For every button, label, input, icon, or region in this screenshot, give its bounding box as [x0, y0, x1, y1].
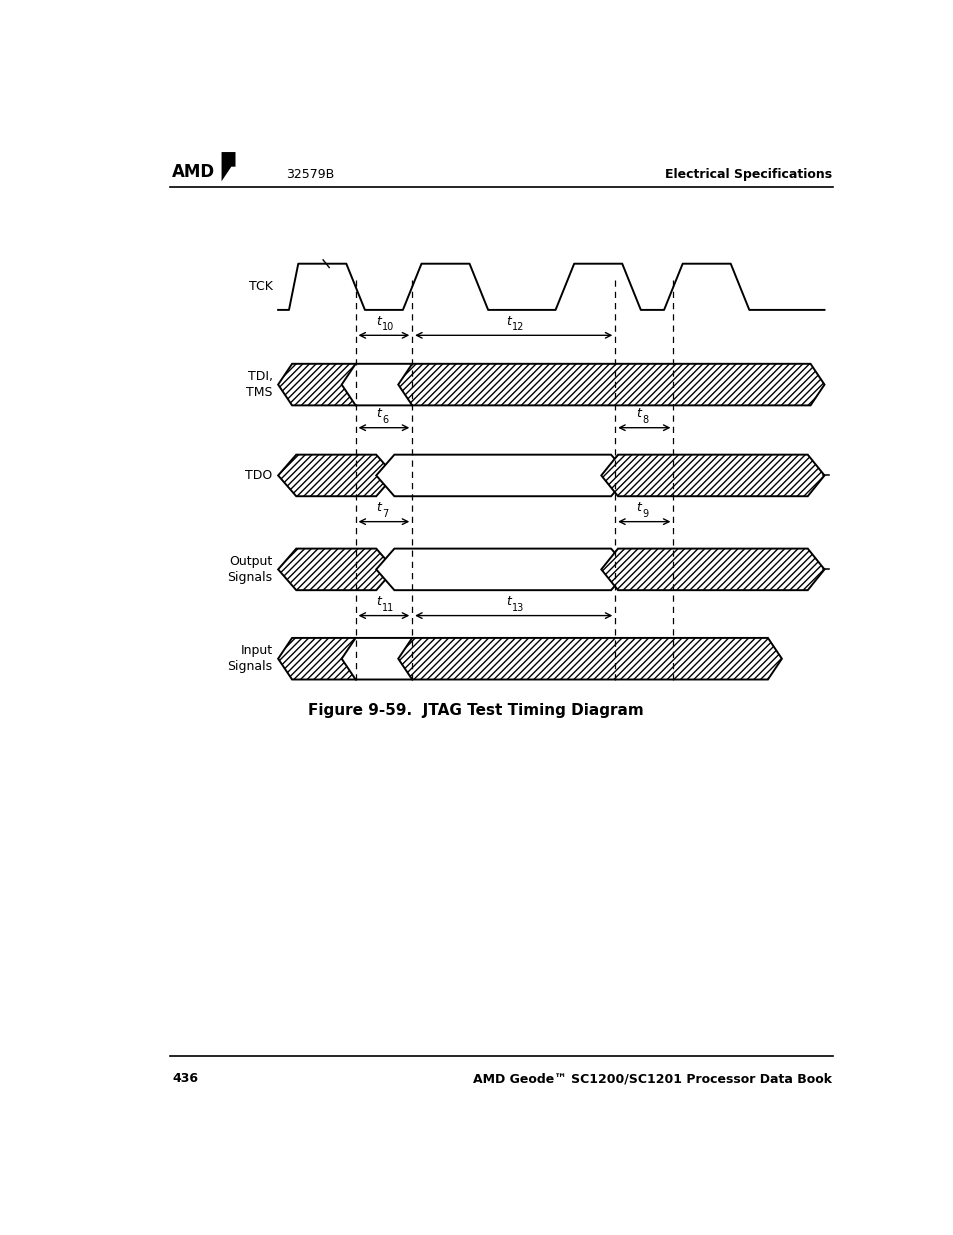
Text: t: t — [636, 408, 640, 420]
Polygon shape — [278, 454, 394, 496]
Polygon shape — [278, 638, 369, 679]
Text: 10: 10 — [382, 322, 395, 332]
Text: t: t — [505, 315, 510, 327]
Polygon shape — [278, 548, 394, 590]
Polygon shape — [375, 548, 629, 590]
Polygon shape — [397, 638, 781, 679]
Text: t: t — [636, 501, 640, 514]
Text: Input
Signals: Input Signals — [228, 645, 273, 673]
Text: t: t — [505, 595, 510, 608]
Text: 12: 12 — [512, 322, 524, 332]
Text: 11: 11 — [382, 603, 395, 613]
Polygon shape — [600, 454, 823, 496]
Text: Output
Signals: Output Signals — [228, 555, 273, 584]
Polygon shape — [341, 638, 426, 679]
Text: 436: 436 — [172, 1072, 197, 1086]
Text: 13: 13 — [512, 603, 524, 613]
Text: TDO: TDO — [245, 469, 273, 482]
Text: 6: 6 — [382, 415, 388, 425]
Text: TDI,
TMS: TDI, TMS — [246, 370, 273, 399]
Text: AMD: AMD — [172, 163, 214, 182]
Text: AMD Geode™ SC1200/SC1201 Processor Data Book: AMD Geode™ SC1200/SC1201 Processor Data … — [473, 1072, 831, 1086]
Text: 8: 8 — [642, 415, 648, 425]
Text: t: t — [375, 501, 380, 514]
Text: 7: 7 — [382, 509, 388, 519]
Polygon shape — [397, 364, 823, 405]
Polygon shape — [375, 454, 629, 496]
Text: Electrical Specifications: Electrical Specifications — [664, 168, 831, 182]
Text: t: t — [375, 408, 380, 420]
Polygon shape — [600, 548, 823, 590]
Text: t: t — [375, 315, 380, 327]
Text: t: t — [375, 595, 380, 608]
Text: 32579B: 32579B — [286, 168, 334, 182]
Polygon shape — [221, 152, 235, 182]
Text: 9: 9 — [642, 509, 648, 519]
Text: Figure 9-59.  JTAG Test Timing Diagram: Figure 9-59. JTAG Test Timing Diagram — [308, 703, 643, 718]
Text: TCK: TCK — [249, 280, 273, 293]
Polygon shape — [278, 364, 369, 405]
Polygon shape — [341, 364, 426, 405]
